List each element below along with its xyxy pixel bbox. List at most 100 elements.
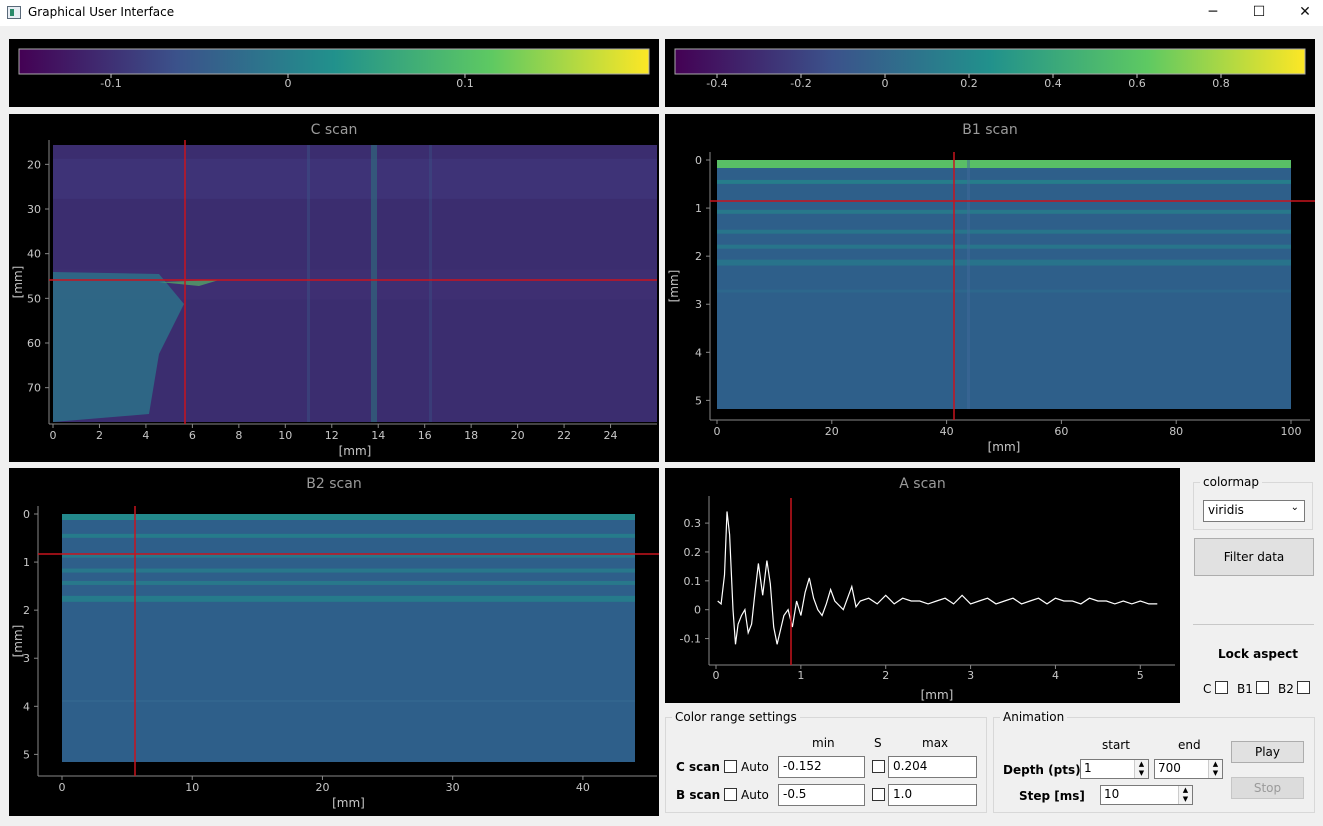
b-min-input[interactable]: -0.5 (778, 784, 865, 806)
separator (1193, 624, 1314, 625)
filter-data-button[interactable]: Filter data (1194, 538, 1314, 576)
y-tick-label: -0.1 (680, 633, 701, 646)
b1-scan-title: B1 scan (962, 122, 1018, 138)
colorbar-tick-label: 0.8 (1212, 77, 1230, 90)
spin-arrows-icon[interactable]: ▲ ▼ (1134, 760, 1148, 778)
stop-button[interactable]: Stop (1231, 777, 1304, 799)
maximize-button[interactable]: ☐ (1252, 4, 1266, 20)
x-tick-label: 3 (967, 669, 974, 682)
y-tick-label: 20 (27, 158, 41, 171)
colorbar-gradient (18, 48, 650, 75)
c-min-input[interactable]: -0.152 (778, 756, 865, 778)
x-tick-label: 0 (59, 781, 66, 794)
y-tick-label: 5 (23, 748, 30, 761)
scan-echo-band (717, 209, 1291, 214)
scan-echo-band (62, 700, 635, 702)
x-tick-label: 30 (446, 781, 460, 794)
x-tick-label: 4 (142, 429, 149, 442)
close-button[interactable]: ✕ (1299, 4, 1311, 20)
scan-feature (371, 145, 377, 422)
x-tick-label: 24 (604, 429, 618, 442)
a-scan-plot[interactable]: 0 1 2 3 4 5 0.3 0.2 0.1 0 -0.1 [mm] A scan (665, 468, 1180, 703)
x-tick-label: 2 (882, 669, 889, 682)
depth-start-value: 1 (1084, 761, 1092, 775)
depth-start-spinbox[interactable]: 1 ▲ ▼ (1080, 759, 1149, 779)
scan-feature (967, 160, 970, 409)
color-range-group: Color range settings min S max C scan Au… (665, 710, 987, 813)
depth-label: Depth (pts) (1003, 763, 1081, 777)
y-tick-label: 0.2 (684, 546, 702, 559)
y-axis-label: [mm] (667, 270, 681, 303)
spin-arrows-icon[interactable]: ▲ ▼ (1208, 760, 1222, 778)
c-scan-plot[interactable]: 0 2 4 6 8 10 12 14 16 18 20 22 24 20 30 40 50 60 70 [mm] [mm… (9, 114, 659, 462)
lock-c-checkbox[interactable] (1215, 681, 1228, 694)
scan-feature (159, 280, 219, 286)
b-scan-range-label: B scan (676, 788, 721, 802)
lock-b1-checkbox[interactable] (1256, 681, 1269, 694)
x-tick-label: 60 (1054, 425, 1068, 438)
b1-scan-plot[interactable]: 0 20 40 60 80 100 0 1 2 3 4 5 [mm] [mm] B1 scan (665, 114, 1315, 462)
x-axis-label: [mm] (339, 444, 372, 458)
y-tick-label: 0 (694, 604, 701, 617)
colormap-select[interactable]: viridis ⌄ (1203, 500, 1305, 522)
scan-feature (53, 272, 184, 422)
y-tick-label: 3 (23, 652, 30, 665)
c-auto-label: Auto (741, 760, 769, 774)
b-auto-checkbox[interactable] (724, 788, 737, 801)
colorbar-tick-label: 0.6 (1128, 77, 1146, 90)
depth-end-spinbox[interactable]: 700 ▲ ▼ (1154, 759, 1223, 779)
scan-echo-band (717, 229, 1291, 234)
animation-title: Animation (1000, 710, 1068, 724)
scan-echo-band (62, 568, 635, 573)
scan-image (717, 160, 1291, 409)
window-title: Graphical User Interface (28, 5, 175, 19)
b2-scan-plot[interactable]: 0 10 20 30 40 0 1 2 3 4 5 [mm] [mm] B2 scan (9, 468, 659, 816)
step-spinbox[interactable]: 10 ▲ ▼ (1100, 785, 1193, 805)
x-tick-label: 40 (576, 781, 590, 794)
colorbar-gradient (674, 48, 1306, 75)
y-tick-label: 50 (27, 292, 41, 305)
start-header: start (1102, 738, 1130, 752)
y-tick-label: 0 (695, 154, 702, 167)
y-tick-label: 1 (23, 556, 30, 569)
y-tick-label: 2 (23, 604, 30, 617)
play-button[interactable]: Play (1231, 741, 1304, 763)
b2-scan-title: B2 scan (306, 476, 362, 492)
y-tick-label: 5 (695, 394, 702, 407)
c-auto-checkbox[interactable] (724, 760, 737, 773)
b-symmetric-checkbox[interactable] (872, 788, 885, 801)
title-bar: Graphical User Interface ─ ☐ ✕ (0, 0, 1323, 26)
c-max-input[interactable]: 0.204 (888, 756, 977, 778)
colorbar-tick-label: 0 (284, 77, 291, 90)
x-tick-label: 20 (825, 425, 839, 438)
colorbar-tick-label: 0.2 (960, 77, 978, 90)
lock-aspect-label: Lock aspect (1218, 647, 1298, 661)
x-tick-label: 4 (1052, 669, 1059, 682)
colormap-label: colormap (1200, 475, 1262, 489)
x-axis-label: [mm] (921, 688, 954, 702)
c-scan-title: C scan (310, 122, 358, 138)
y-tick-label: 3 (695, 298, 702, 311)
spin-arrows-icon[interactable]: ▲ ▼ (1178, 786, 1192, 804)
scan-echo-band (62, 514, 635, 520)
y-axis-label: [mm] (11, 625, 25, 658)
y-tick-label: 0 (23, 508, 30, 521)
x-axis-label: [mm] (988, 440, 1021, 454)
x-tick-label: 0 (714, 425, 721, 438)
lock-b2-label: B2 (1278, 682, 1294, 696)
a-scan-trace (717, 511, 1158, 645)
x-tick-label: 20 (511, 429, 525, 442)
lock-b2-checkbox[interactable] (1297, 681, 1310, 694)
colorbar-tick-label: -0.1 (100, 77, 121, 90)
c-symmetric-checkbox[interactable] (872, 760, 885, 773)
minimize-button[interactable]: ─ (1208, 4, 1218, 20)
y-tick-label: 4 (23, 700, 30, 713)
x-tick-label: 22 (557, 429, 571, 442)
y-tick-label: 0.1 (684, 575, 702, 588)
y-tick-label: 60 (27, 337, 41, 350)
scan-echo-band (62, 595, 635, 602)
x-tick-label: 6 (189, 429, 196, 442)
b-max-input[interactable]: 1.0 (888, 784, 977, 806)
step-label: Step [ms] (1019, 789, 1085, 803)
scan-echo-band (62, 580, 635, 585)
